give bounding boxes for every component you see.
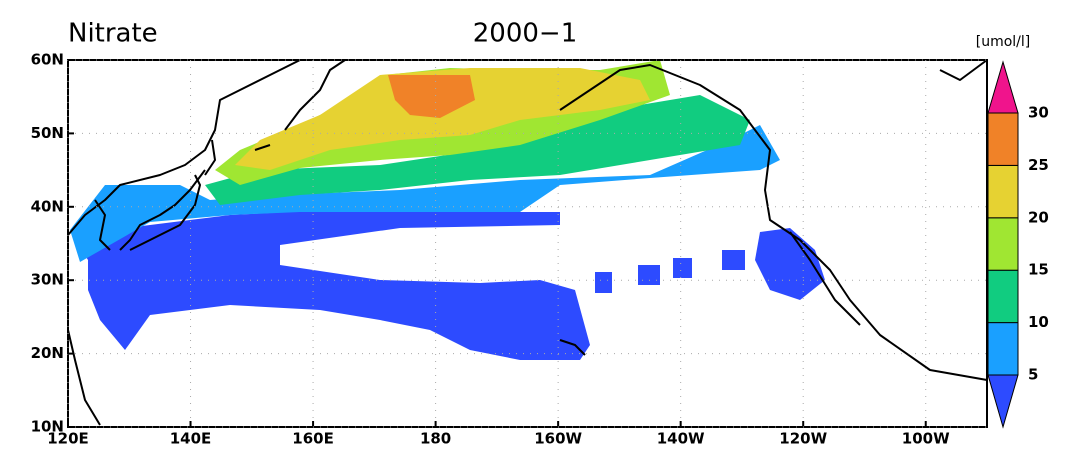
field-0-5 — [595, 272, 612, 293]
field-0-5 — [722, 250, 745, 270]
colorbar-box — [987, 112, 1019, 166]
x-tick-label: 160E — [292, 430, 334, 448]
colorbar-unit: [umol/l] — [976, 34, 1031, 50]
field-0-5 — [755, 228, 825, 300]
colorbar-box — [987, 217, 1019, 271]
america-coast — [559, 59, 988, 381]
map-title: Nitrate — [68, 19, 158, 49]
colorbar-low — [987, 374, 1019, 429]
x-tick-label: 140W — [657, 430, 705, 448]
colorbar-label: 20 — [1028, 208, 1049, 226]
x-tick-label: 100W — [902, 430, 950, 448]
x-tick-label: 140E — [170, 430, 212, 448]
japan-coast — [129, 139, 216, 251]
field-0-5 — [673, 258, 692, 278]
baja-coast — [789, 231, 861, 326]
field-0-5 — [638, 265, 660, 285]
y-tick-label: 60N — [31, 51, 64, 69]
colorbar-box — [987, 322, 1019, 376]
x-tick-label: 160W — [534, 430, 582, 448]
colorbar-box — [987, 164, 1019, 219]
colorbar-label: 15 — [1028, 261, 1049, 279]
field-5-10 — [70, 125, 780, 262]
field-0-5 — [72, 210, 590, 360]
y-tick-label: 20N — [31, 344, 64, 362]
colorbar-label: 5 — [1028, 366, 1038, 384]
y-tick-label: 50N — [31, 124, 64, 142]
coastlines — [67, 59, 988, 426]
field-25-30 — [388, 75, 475, 118]
colorbar-label: 10 — [1028, 313, 1049, 331]
x-tick-label: 120W — [779, 430, 827, 448]
colorbar-box — [987, 269, 1019, 324]
nitrate-field — [70, 60, 825, 360]
colorbar: 5 10 15 20 25 30 — [987, 60, 1049, 429]
colorbar-label: 30 — [1028, 104, 1049, 122]
map-subtitle: 2000−1 — [473, 19, 578, 49]
kamchatka-coast — [254, 59, 346, 151]
x-tick-label: 120E — [47, 430, 89, 448]
field-20-25 — [235, 68, 650, 170]
colorbar-high — [987, 60, 1019, 114]
asia-coast — [67, 59, 301, 426]
x-tick-label: 180 — [420, 430, 451, 448]
y-tick-label: 10N — [31, 418, 64, 436]
y-tick-label: 40N — [31, 197, 64, 215]
hawaii-coast — [559, 339, 586, 356]
colorbar-label: 25 — [1028, 156, 1049, 174]
axes: 120E 140E 160E 180 160W 140W 120W 100W 10N 20N 30N… — [31, 51, 987, 448]
field-10-15 — [205, 95, 750, 205]
y-tick-label: 30N — [31, 271, 64, 289]
map-frame — [67, 59, 988, 428]
